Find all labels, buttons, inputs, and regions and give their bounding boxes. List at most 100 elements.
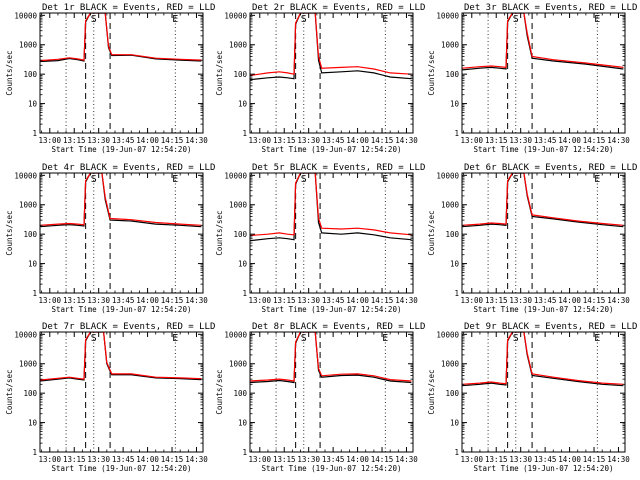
y-axis-label: Counts/sec [427, 210, 436, 255]
y-tick-label: 1000 [441, 360, 460, 369]
plot-frame [461, 331, 626, 453]
y-tick-label: 100 [23, 230, 37, 239]
y-tick-label: 100 [445, 70, 459, 79]
x-tick-label: 14:30 [607, 136, 630, 145]
y-axis-label: Counts/sec [5, 369, 14, 414]
x-axis-label: Start Time (19-Jun-07 12:54:20) [474, 305, 614, 314]
y-tick-label: 1 [32, 289, 37, 298]
y-tick-label: 1000 [19, 41, 38, 50]
y-tick-label: 1000 [229, 201, 248, 210]
series-line-lld [40, 173, 202, 226]
x-tick-label: 13:30 [509, 296, 532, 305]
panel-title: Det 8r BLACK = Events, RED = LLD [252, 322, 425, 332]
marker-s: S [301, 174, 307, 185]
x-tick-label: 14:00 [136, 136, 159, 145]
x-tick-label: 14:30 [607, 455, 630, 464]
y-tick-label: 1 [454, 448, 459, 457]
x-tick-label: 13:00 [248, 455, 271, 464]
marker-e: E [382, 333, 388, 344]
x-tick-label: 14:30 [185, 455, 208, 464]
x-tick-label: 13:15 [63, 296, 86, 305]
marker-e: E [382, 174, 388, 185]
x-tick-label: 13:00 [38, 455, 61, 464]
x-axis-label: Start Time (19-Jun-07 12:54:20) [262, 145, 402, 154]
y-tick-label: 10 [450, 100, 460, 109]
y-axis-label: Counts/sec [5, 50, 14, 95]
y-tick-label: 10000 [14, 171, 37, 180]
x-tick-label: 14:30 [395, 136, 418, 145]
panel-title: Det 1r BLACK = Events, RED = LLD [42, 3, 215, 13]
y-tick-label: 100 [233, 389, 247, 398]
x-tick-label: 13:00 [38, 296, 61, 305]
y-tick-label: 10000 [224, 11, 247, 20]
x-tick-label: 13:00 [248, 296, 271, 305]
x-tick-label: 13:30 [297, 296, 320, 305]
y-tick-label: 1000 [229, 41, 248, 50]
series-line-lld [462, 332, 624, 385]
y-axis-label: Counts/sec [215, 369, 224, 414]
marker-s: S [91, 333, 97, 344]
x-axis-label: Start Time (19-Jun-07 12:54:20) [474, 145, 614, 154]
y-tick-label: 1 [242, 448, 247, 457]
marker-s: S [301, 333, 307, 344]
x-tick-label: 13:30 [297, 136, 320, 145]
marker-e: E [382, 14, 388, 25]
marker-e: E [172, 14, 178, 25]
marker-s: S [301, 14, 307, 25]
x-tick-label: 14:30 [185, 296, 208, 305]
x-tick-label: 13:45 [112, 296, 135, 305]
x-tick-label: 14:15 [161, 296, 184, 305]
series-line-lld [40, 13, 202, 62]
series-line-lld [40, 332, 202, 381]
y-tick-label: 1000 [229, 360, 248, 369]
marker-e: E [594, 174, 600, 185]
marker-s: S [513, 14, 519, 25]
x-tick-label: 14:30 [395, 296, 418, 305]
y-tick-label: 10000 [436, 330, 459, 339]
x-tick-label: 13:45 [322, 296, 345, 305]
x-tick-label: 13:15 [273, 296, 296, 305]
plot-frame [39, 12, 204, 134]
y-tick-label: 100 [445, 230, 459, 239]
x-tick-label: 14:00 [136, 296, 159, 305]
y-tick-label: 10 [238, 260, 248, 269]
series-line-events [250, 173, 412, 242]
x-tick-label: 14:15 [371, 296, 394, 305]
x-tick-label: 13:45 [112, 455, 135, 464]
x-tick-label: 14:00 [346, 455, 369, 464]
x-tick-label: 14:15 [583, 455, 606, 464]
y-tick-label: 10000 [436, 11, 459, 20]
x-tick-label: 13:30 [87, 455, 110, 464]
x-tick-label: 14:30 [607, 296, 630, 305]
y-tick-label: 1000 [441, 41, 460, 50]
marker-e: E [172, 333, 178, 344]
marker-e: E [594, 333, 600, 344]
x-tick-label: 14:15 [371, 455, 394, 464]
x-tick-label: 14:00 [136, 455, 159, 464]
plot-frame [249, 331, 414, 453]
y-tick-label: 1 [454, 289, 459, 298]
x-axis-label: Start Time (19-Jun-07 12:54:20) [52, 305, 192, 314]
y-axis-label: Counts/sec [215, 210, 224, 255]
y-tick-label: 100 [23, 70, 37, 79]
series-line-lld [462, 13, 624, 69]
y-tick-label: 1 [32, 448, 37, 457]
x-tick-label: 14:00 [558, 296, 581, 305]
y-tick-label: 1000 [19, 360, 38, 369]
x-axis-label: Start Time (19-Jun-07 12:54:20) [262, 305, 402, 314]
x-tick-label: 13:30 [297, 455, 320, 464]
series-line-events [462, 13, 624, 71]
y-tick-label: 100 [233, 70, 247, 79]
x-axis-label: Start Time (19-Jun-07 12:54:20) [52, 145, 192, 154]
x-tick-label: 14:15 [371, 136, 394, 145]
series-line-events [462, 173, 624, 228]
y-tick-label: 1 [454, 129, 459, 138]
x-tick-label: 14:00 [558, 136, 581, 145]
y-tick-label: 10000 [14, 330, 37, 339]
x-tick-label: 13:15 [485, 136, 508, 145]
